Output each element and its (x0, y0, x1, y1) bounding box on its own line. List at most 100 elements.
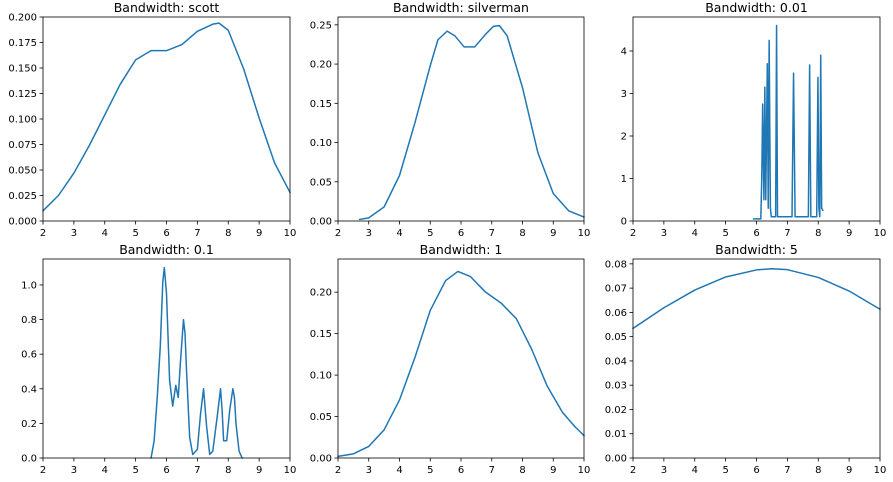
density-curve (358, 24, 585, 221)
y-tick-label: 0.15 (310, 99, 332, 110)
y-tick-label: 0.05 (310, 177, 332, 188)
y-tick-label: 0.00 (310, 454, 332, 465)
x-tick-label: 9 (256, 228, 262, 239)
subplot-title: Bandwidth: 0.1 (119, 242, 214, 257)
x-tick-label: 7 (489, 465, 495, 476)
y-tick-label: 0.15 (310, 329, 332, 340)
x-tick-label: 9 (550, 465, 556, 476)
y-tick-label: 0.100 (8, 115, 37, 126)
x-tick-label: 8 (815, 465, 821, 476)
subplot-3: Bandwidth: 0.01 2 3 4 5 6 7 8 9 10 0 1 2 3 4 (621, 0, 887, 239)
x-tick-label: 10 (874, 228, 887, 239)
x-tick-label: 4 (396, 228, 402, 239)
x-tick-label: 7 (784, 228, 790, 239)
x-tick-label: 7 (489, 228, 495, 239)
y-tick-label: 0.03 (605, 381, 627, 392)
x-tick-label: 5 (722, 465, 728, 476)
x-tick-label: 8 (225, 465, 231, 476)
x-tick-label: 10 (284, 465, 297, 476)
y-tick-label: 0.0 (21, 454, 37, 465)
density-curve (150, 266, 243, 459)
x-tick-label: 10 (874, 465, 887, 476)
x-tick-label: 6 (458, 228, 464, 239)
density-curve (337, 270, 585, 458)
x-tick-label: 3 (71, 228, 77, 239)
x-tick-label: 5 (722, 228, 728, 239)
y-tick-label: 0.08 (605, 259, 627, 270)
x-tick-label: 4 (102, 228, 108, 239)
x-tick-label: 9 (846, 465, 852, 476)
x-tick-label: 2 (40, 228, 46, 239)
x-tick-label: 7 (194, 228, 200, 239)
x-tick-label: 9 (256, 465, 262, 476)
x-tick-label: 2 (335, 465, 341, 476)
x-tick-label: 6 (753, 465, 759, 476)
y-tick-label: 0.200 (8, 13, 37, 24)
y-tick-label: 0.05 (310, 412, 332, 423)
y-tick-label: 0.02 (605, 405, 627, 416)
x-tick-label: 3 (366, 465, 372, 476)
y-tick-label: 0.125 (8, 89, 37, 100)
x-tick-label: 8 (815, 228, 821, 239)
density-curve (632, 267, 881, 330)
y-tick-label: 0.000 (8, 217, 37, 228)
y-tick-label: 0.07 (605, 284, 627, 295)
subplot-title: Bandwidth: scott (114, 0, 220, 15)
y-tick-label: 1 (621, 174, 627, 185)
x-tick-label: 6 (458, 465, 464, 476)
y-tick-label: 0.2 (21, 419, 37, 430)
x-tick-label: 2 (630, 228, 636, 239)
subplot-title: Bandwidth: 0.01 (705, 0, 808, 15)
x-tick-label: 10 (578, 228, 591, 239)
y-tick-label: 0.8 (21, 315, 37, 326)
y-tick-label: 2 (621, 132, 627, 143)
y-tick-label: 3 (621, 89, 627, 100)
x-tick-label: 4 (692, 465, 698, 476)
y-tick-label: 0.025 (8, 191, 37, 202)
y-tick-label: 0.10 (310, 138, 332, 149)
y-tick-label: 0.4 (21, 384, 37, 395)
x-tick-label: 3 (366, 228, 372, 239)
x-tick-label: 4 (692, 228, 698, 239)
y-tick-label: 0.01 (605, 429, 627, 440)
x-tick-label: 8 (225, 228, 231, 239)
x-tick-label: 9 (846, 228, 852, 239)
x-tick-label: 7 (194, 465, 200, 476)
y-tick-label: 0.06 (605, 308, 627, 319)
x-tick-label: 9 (550, 228, 556, 239)
subplot-title: Bandwidth: silverman (393, 0, 529, 15)
x-tick-label: 10 (284, 228, 297, 239)
y-tick-label: 0 (621, 217, 627, 228)
x-tick-label: 2 (630, 465, 636, 476)
y-tick-label: 0.150 (8, 64, 37, 75)
y-tick-label: 1.0 (21, 280, 37, 291)
subplot-5: Bandwidth: 1 2 3 4 5 6 7 8 9 10 0.00 0.05 0.10 0.15 0.… (310, 242, 591, 476)
x-tick-label: 6 (163, 465, 169, 476)
y-tick-label: 0.04 (605, 356, 627, 367)
x-tick-label: 3 (71, 465, 77, 476)
y-tick-label: 0.20 (310, 60, 332, 71)
x-tick-label: 4 (396, 465, 402, 476)
subplot-2: Bandwidth: silverman 2 3 4 5 6 7 8 9 10 0.00 0.05 0.… (310, 0, 591, 239)
y-tick-label: 0.20 (310, 288, 332, 299)
x-tick-label: 3 (661, 228, 667, 239)
density-curve (752, 24, 824, 220)
density-curve (42, 22, 291, 212)
y-tick-label: 0.05 (605, 332, 627, 343)
x-tick-label: 5 (427, 228, 433, 239)
subplot-title: Bandwidth: 1 (420, 242, 503, 257)
x-tick-label: 8 (519, 228, 525, 239)
subplot-4: Bandwidth: 0.1 2 3 4 5 6 7 8 9 10 0.0 0.2 0.4 0.6 0.8 1… (21, 242, 296, 476)
subplot-6: Bandwidth: 5 2 3 4 5 6 7 8 9 10 0.00 0.01 0.02 0.03 0.… (605, 242, 887, 476)
x-tick-label: 5 (427, 465, 433, 476)
y-tick-label: 0.175 (8, 38, 37, 49)
y-tick-label: 0.6 (21, 350, 37, 361)
subplot-1: Bandwidth: scott 2 3 4 5 6 7 8 9 10 0.000 0.025 0.05… (8, 0, 296, 239)
y-tick-label: 0.10 (310, 371, 332, 382)
y-tick-label: 0.25 (310, 20, 332, 31)
x-tick-label: 5 (132, 228, 138, 239)
x-tick-label: 8 (519, 465, 525, 476)
y-tick-label: 0.050 (8, 166, 37, 177)
